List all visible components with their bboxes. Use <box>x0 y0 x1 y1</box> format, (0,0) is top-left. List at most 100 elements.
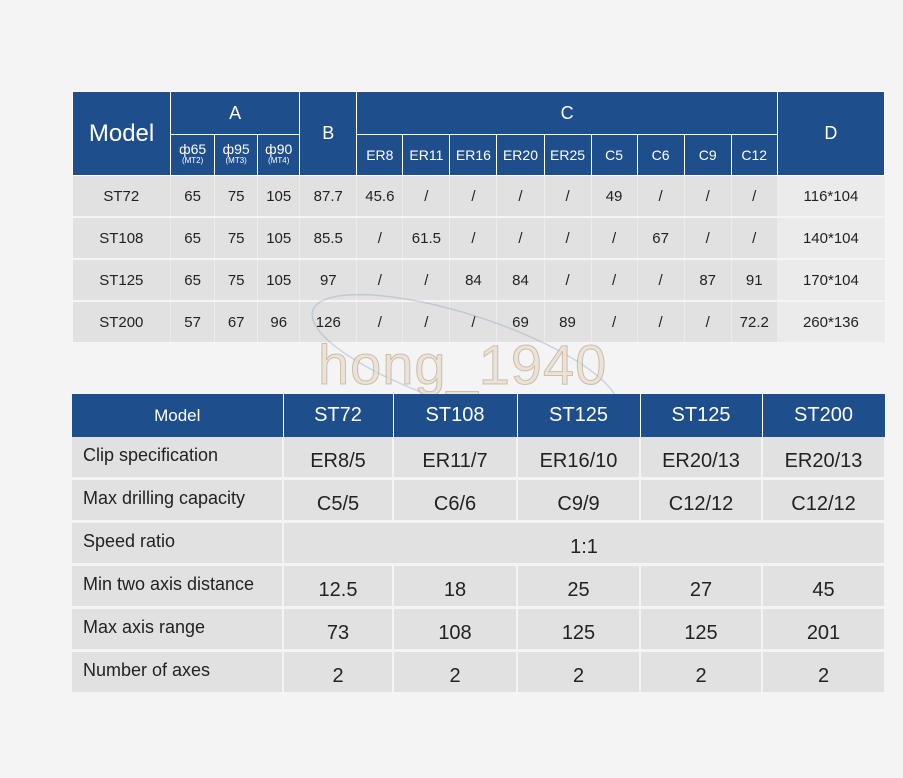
row-label: Max drilling capacity <box>72 478 284 523</box>
model-cell: ST72 <box>72 175 172 218</box>
watermark: hong_1940 <box>317 333 608 397</box>
a-subheader: ф90 (MT4) <box>257 134 301 176</box>
model-column-header: ST125 <box>640 394 763 437</box>
model-column-header: ST125 <box>517 394 641 437</box>
table-row: ST125 65 75 105 97//84 84///87 91 170*104 <box>72 259 886 302</box>
c-value-cell: / <box>544 217 592 260</box>
value-cell: 2 <box>762 650 886 695</box>
d-value-cell: 116*104 <box>777 175 886 218</box>
c-subheader: C6 <box>636 134 685 176</box>
c-value-cell: / <box>544 259 592 302</box>
c-subheader: C12 <box>730 134 778 176</box>
value-cell: C9/9 <box>517 478 641 523</box>
model-cell: ST108 <box>72 217 172 260</box>
c-value-cell: / <box>449 217 498 260</box>
row-label: Speed ratio <box>72 521 284 566</box>
c-value-cell: 84 <box>496 259 545 302</box>
value-cell: 2 <box>640 650 763 695</box>
c-value-cell: / <box>356 217 404 260</box>
c-value-cell: 45.6 <box>356 175 404 218</box>
a-value-cell: 75 <box>214 217 259 260</box>
group-a-header: A <box>170 91 301 135</box>
a-value-cell: 67 <box>214 301 259 344</box>
value-cell: 45 <box>762 564 886 609</box>
c-subheader: C9 <box>683 134 732 176</box>
c-value-cell: / <box>591 301 638 344</box>
c-value-cell: / <box>544 175 592 218</box>
c-value-cell: / <box>402 175 451 218</box>
value-cell: 73 <box>283 607 394 652</box>
merged-value-cell: 1:1 <box>283 521 886 566</box>
c-subheader: ER16 <box>449 134 498 176</box>
c-value-cell: / <box>731 175 778 218</box>
c-value-cell: / <box>449 175 498 218</box>
a-subheader-taper: (MT4) <box>268 156 290 165</box>
value-cell: 25 <box>517 564 641 609</box>
b-value-cell: 85.5 <box>299 217 358 260</box>
table-row: ST108 65 75 105 85.5/61.5// //67//140*104 <box>72 217 886 260</box>
value-cell: C12/12 <box>640 478 763 523</box>
value-cell: ER16/10 <box>517 437 641 480</box>
model-column-header: ST72 <box>283 394 394 437</box>
table-row: Number of axes 2 2 2 2 2 <box>72 650 886 695</box>
value-cell: 18 <box>393 564 518 609</box>
row-label: Number of axes <box>72 650 284 695</box>
a-value-cell: 65 <box>170 259 216 302</box>
c-value-cell: 49 <box>591 175 638 218</box>
c-subheader: C5 <box>590 134 638 176</box>
a-subheader-size: ф65 <box>179 141 207 157</box>
row-label: Clip specification <box>72 437 284 480</box>
value-cell: C5/5 <box>283 478 394 523</box>
d-value-cell: 260*136 <box>777 301 886 344</box>
c-value-cell: / <box>637 259 685 302</box>
a-value-cell: 57 <box>170 301 216 344</box>
c-value-cell: 91 <box>731 259 778 302</box>
a-value-cell: 105 <box>257 175 301 218</box>
group-c-header: C <box>356 91 778 135</box>
value-cell: 125 <box>517 607 641 652</box>
value-cell: 27 <box>640 564 763 609</box>
c-subheader: ER8 <box>356 134 404 176</box>
value-cell: 108 <box>393 607 518 652</box>
a-value-cell: 75 <box>214 259 259 302</box>
c-value-cell: 87 <box>684 259 732 302</box>
c-value-cell: / <box>731 217 778 260</box>
a-subheader: ф95 (MT3) <box>214 134 259 176</box>
a-subheader-taper: (MT2) <box>181 156 204 165</box>
value-cell: C12/12 <box>762 478 886 523</box>
a-value-cell: 96 <box>257 301 301 344</box>
c-value-cell: / <box>684 175 732 218</box>
c-value-cell: / <box>496 175 545 218</box>
c-value-cell: 69 <box>496 301 545 344</box>
table-row: ST72 65 75 105 87.7 45.6// //49///116*104 <box>72 175 886 218</box>
c-value-cell: / <box>684 217 732 260</box>
table-row: Clip specification ER8/5 ER11/7 ER16/10 ER20… <box>72 437 886 480</box>
a-subheader-taper: (MT3) <box>225 156 247 165</box>
c-value-cell: / <box>356 259 404 302</box>
c-value-cell: / <box>356 301 404 344</box>
c-value-cell: / <box>637 301 685 344</box>
model-cell: ST200 <box>72 301 172 344</box>
model-header: Model <box>71 91 172 176</box>
table-row: Speed ratio 1:1 <box>72 521 886 566</box>
a-value-cell: 105 <box>257 259 301 302</box>
a-value-cell: 65 <box>170 175 216 218</box>
value-cell: ER20/13 <box>762 437 886 480</box>
c-value-cell: / <box>402 301 451 344</box>
value-cell: 125 <box>640 607 763 652</box>
spec-table: Model A B C D ф65 (MT2) ф95 (MT3) ф90 (MT4) ER… <box>71 91 886 344</box>
b-value-cell: 126 <box>299 301 358 344</box>
row-label: Min two axis distance <box>72 564 284 609</box>
c-value-cell: / <box>684 301 732 344</box>
c-value-cell: / <box>591 259 638 302</box>
a-subheader-size: ф95 <box>222 141 250 157</box>
table-row: ST200 57 67 96 126///69 89///72.2 260*136 <box>72 301 886 344</box>
a-subheader: ф65 (MT2) <box>170 134 216 176</box>
c-subheader: ER25 <box>543 134 592 176</box>
table-row: Min two axis distance 12.5 18 25 27 45 <box>72 564 886 609</box>
b-value-cell: 87.7 <box>299 175 358 218</box>
c-value-cell: / <box>449 301 498 344</box>
a-value-cell: 65 <box>170 217 216 260</box>
table-row: Max drilling capacity C5/5 C6/6 C9/9 C12/12 C… <box>72 478 886 523</box>
c-value-cell: 61.5 <box>402 217 451 260</box>
